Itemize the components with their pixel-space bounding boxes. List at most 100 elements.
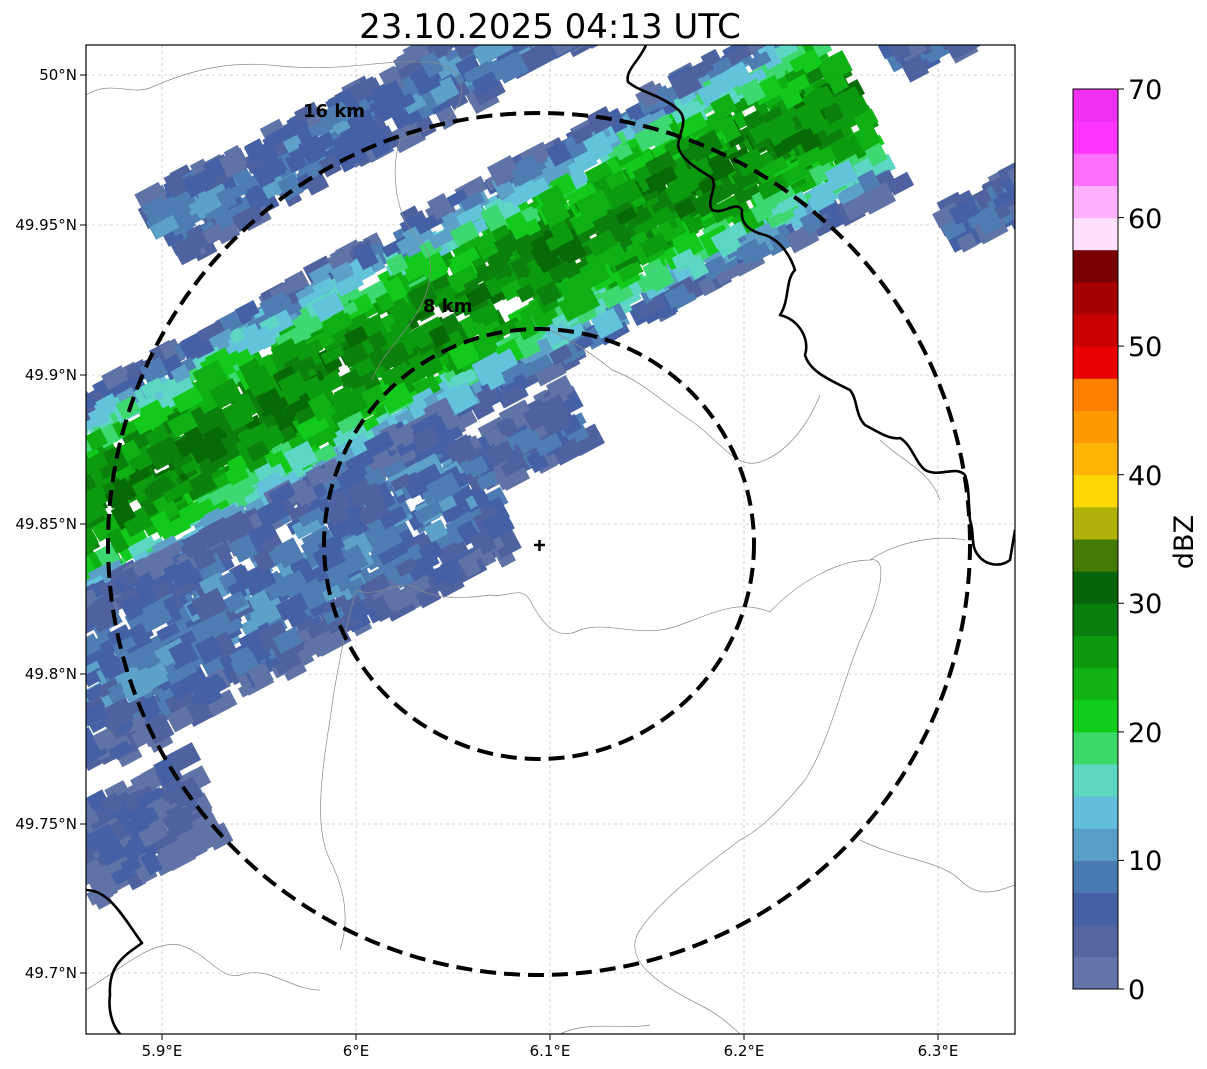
precip-cell [412, 429, 440, 454]
precip-cell [644, 165, 678, 193]
precip-cell [705, 152, 736, 182]
precip-cell [48, 643, 67, 660]
precip-cell [736, 238, 765, 265]
precip-cell [517, 177, 550, 203]
precip-cell [483, 369, 506, 391]
precip-cell [86, 701, 109, 727]
y-axis: 50°N 49.95°N 49.9°N 49.85°N 49.8°N 49.75… [15, 66, 86, 982]
precip-cell [137, 821, 168, 848]
precip-cell [578, 0, 610, 6]
precip-cell [182, 536, 208, 559]
precip-cell [1022, 153, 1050, 181]
precip-cell [47, 471, 69, 492]
precip-cell [1037, 165, 1068, 194]
precip-cell [455, 203, 486, 228]
precip-cell [315, 131, 337, 152]
precip-cell [21, 418, 44, 439]
precip-cell [86, 491, 97, 514]
precip-cell [304, 173, 330, 196]
colorbar-swatch [1073, 410, 1118, 444]
precip-cell [661, 0, 683, 5]
precip-cell [387, 92, 416, 115]
colorbar-swatch [1073, 892, 1118, 926]
precip-cell [942, 0, 977, 24]
precip-cell [155, 541, 184, 564]
precip-cell [1020, 154, 1050, 178]
precip-cell [609, 178, 643, 209]
precip-cell [31, 613, 54, 632]
precip-cell [150, 214, 180, 240]
precip-cell [1017, 188, 1043, 217]
precip-cell [243, 364, 272, 390]
precip-cell [17, 440, 41, 462]
precip-cell [348, 601, 370, 622]
precip-cell [118, 566, 140, 588]
precip-cell [486, 155, 521, 187]
precip-cell [354, 130, 373, 147]
colorbar-swatch [1073, 314, 1118, 347]
precip-cell [224, 463, 250, 486]
precip-cell [122, 677, 153, 704]
precip-cell [42, 632, 68, 654]
precip-cell [406, 281, 438, 310]
precip-cell [1045, 178, 1068, 202]
precip-cell [645, 150, 678, 180]
precip-cell [540, 393, 570, 424]
precip-cell [377, 341, 411, 371]
precip-cell [962, 18, 992, 45]
precip-cell [301, 584, 328, 611]
precip-cell [604, 169, 627, 190]
colorbar-swatch [1073, 764, 1118, 797]
y-tick-label: 49.85°N [15, 515, 77, 533]
precip-cell [113, 635, 137, 655]
precip-cell [52, 391, 83, 418]
precip-cell [219, 510, 253, 543]
precip-cell [994, 0, 1014, 17]
y-tick-label: 49.7°N [25, 964, 77, 982]
colorbar-swatch [1073, 185, 1118, 219]
precip-cell [357, 498, 391, 527]
precip-cell [18, 431, 44, 452]
precip-cell [86, 599, 99, 627]
precip-cell [41, 400, 69, 425]
precip-cell [563, 245, 586, 265]
precip-cell [60, 699, 84, 724]
precip-cell [922, 45, 952, 64]
precip-cell [41, 620, 76, 653]
colorbar-swatch [1073, 217, 1118, 251]
precip-cell [901, 45, 927, 47]
precip-cell [415, 116, 437, 138]
precip-cell [853, 108, 879, 132]
precip-cell [160, 371, 195, 401]
precip-cell [451, 45, 477, 60]
precip-cell [340, 341, 369, 369]
precip-cell [774, 45, 799, 60]
precip-cell [99, 792, 125, 818]
precip-cell [423, 519, 449, 543]
precip-cell [385, 253, 409, 276]
precip-cell [23, 625, 54, 649]
precip-cell [1003, 2, 1033, 32]
precip-cell [440, 558, 464, 585]
precip-cell [1030, 176, 1059, 199]
precip-cell [56, 611, 82, 634]
precip-cell [741, 45, 768, 54]
precip-cell [35, 441, 61, 468]
precip-cell [986, 16, 1008, 34]
precip-cell [613, 142, 634, 161]
precip-cell [23, 448, 57, 479]
precip-cell [30, 608, 55, 629]
precip-cell [1032, 155, 1057, 183]
precip-cell [247, 662, 274, 689]
precip-cell [590, 307, 624, 340]
precip-cell [5, 421, 39, 450]
precip-cell [545, 228, 575, 252]
precip-cell [513, 425, 543, 455]
precip-cell [526, 449, 550, 474]
precip-cell [40, 483, 70, 509]
precip-cell [968, 0, 1001, 22]
precip-cell [953, 45, 986, 47]
precip-cell [338, 103, 377, 139]
precip-cell [379, 381, 414, 414]
precip-cell [1012, 1, 1034, 19]
